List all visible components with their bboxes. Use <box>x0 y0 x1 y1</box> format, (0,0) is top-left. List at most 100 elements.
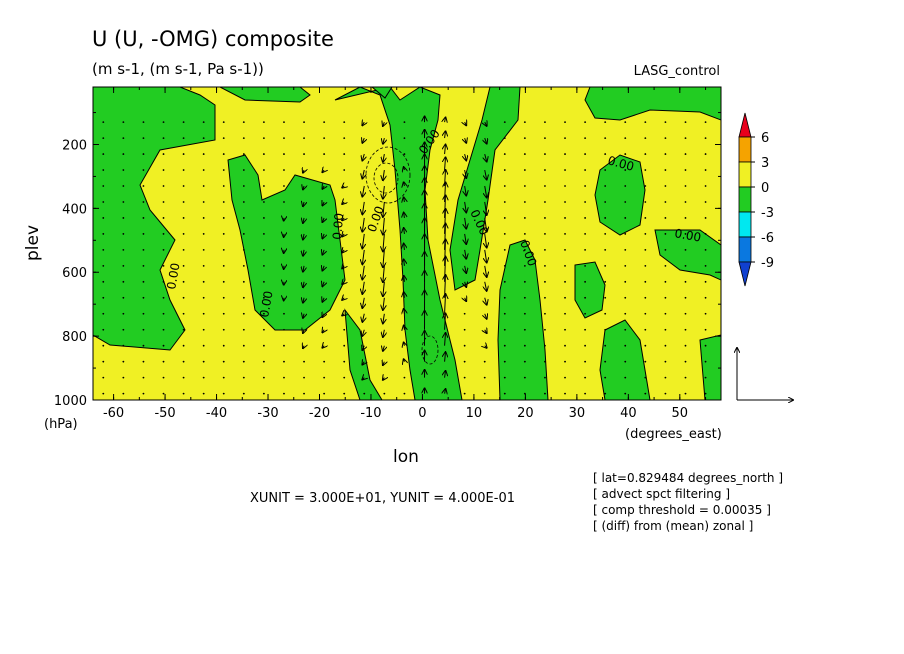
vector-dot <box>202 296 205 299</box>
vector-dot <box>102 217 105 219</box>
wind-vector <box>383 233 384 251</box>
vector-dot <box>584 392 587 395</box>
vector-dot <box>684 153 687 155</box>
vector-dot <box>303 392 305 395</box>
vector-dot <box>242 233 245 235</box>
vector-dot <box>604 280 607 283</box>
vector-dot <box>102 121 105 124</box>
vector-dot <box>283 153 285 155</box>
vector-dot <box>323 360 326 363</box>
vector-dot <box>624 201 627 203</box>
neg-region-30e-lower <box>574 261 606 319</box>
wind-vector <box>404 213 405 218</box>
x-tick-label: 10 <box>466 406 483 421</box>
wind-vector <box>342 314 344 316</box>
neg-region-east-edge <box>654 229 721 281</box>
colorbar-label: 0 <box>761 181 769 196</box>
vector-dot <box>142 344 145 347</box>
vector-dot <box>644 201 647 203</box>
vector-dot <box>624 169 627 171</box>
vector-dot <box>202 344 205 347</box>
vector-dot <box>122 169 125 171</box>
vector-dot <box>584 217 587 219</box>
vector-dot <box>202 121 205 124</box>
vector-dot <box>644 312 647 315</box>
vector-dot <box>544 217 546 219</box>
vector-dot <box>142 328 145 331</box>
vector-dot <box>122 153 125 155</box>
vector-dot <box>182 328 185 331</box>
x-tick-label: -50 <box>154 406 175 421</box>
vector-dot <box>523 264 526 267</box>
vector-dot <box>664 169 667 171</box>
vector-dot <box>222 169 225 171</box>
vector-dot <box>584 280 587 283</box>
vector-dot <box>262 392 265 395</box>
wind-vector <box>362 281 364 294</box>
vector-dot <box>182 217 185 219</box>
vector-dot <box>503 169 506 171</box>
vector-dot <box>624 153 627 155</box>
vector-dot <box>242 137 245 140</box>
vector-dot <box>503 296 506 299</box>
vector-dot <box>664 217 667 219</box>
wind-vector <box>383 137 384 144</box>
wind-vector <box>485 281 487 291</box>
vector-dot <box>684 185 687 187</box>
vector-dot <box>523 169 526 171</box>
vector-dot <box>202 153 205 155</box>
vector-dot <box>122 392 125 395</box>
vector-dot <box>182 344 185 347</box>
vector-dot <box>584 328 587 331</box>
vector-dot <box>584 376 587 379</box>
vector-dot <box>283 169 285 171</box>
wind-vector <box>485 330 487 333</box>
vector-dot <box>564 169 566 171</box>
vector-dot <box>182 312 185 315</box>
vector-dot <box>343 328 346 331</box>
vector-dot <box>544 344 546 347</box>
vector-dot <box>644 344 647 347</box>
vector-dot <box>122 233 125 235</box>
vector-dot <box>664 137 667 140</box>
vector-dot <box>604 376 607 379</box>
wind-vector <box>383 153 384 162</box>
colorbar-label: 6 <box>761 131 769 146</box>
plot-area: 0.00 0.00 0.00 0.00 0.00 0.00 0.00 0.00 … <box>93 87 721 400</box>
vector-dot <box>463 360 466 363</box>
x-tick-label: -10 <box>360 406 381 421</box>
vector-dot <box>182 392 185 395</box>
vector-dot <box>343 169 346 171</box>
chart-title: U (U, -OMG) composite <box>92 27 334 51</box>
vector-dot <box>222 201 225 203</box>
negative-regions <box>93 87 721 400</box>
wind-vector <box>362 201 364 214</box>
vector-dot <box>242 121 245 124</box>
vector-dot <box>584 233 587 235</box>
vector-dot <box>303 360 305 363</box>
vector-dot <box>624 248 627 251</box>
x-tick-label: 50 <box>672 406 689 421</box>
vector-dot <box>142 137 145 140</box>
vector-dot <box>242 217 245 219</box>
vector-dot <box>202 217 205 219</box>
x-tick-label: 0 <box>418 406 426 421</box>
note-4: [ (diff) from (mean) zonal ] <box>593 519 753 533</box>
vector-dot <box>242 169 245 171</box>
vector-dot <box>544 121 546 124</box>
vector-dot <box>283 376 285 379</box>
vector-dot <box>684 169 687 171</box>
vector-dot <box>624 344 627 347</box>
wind-vector <box>362 169 364 178</box>
wind-vector <box>322 298 324 302</box>
vector-dot <box>604 217 607 219</box>
vector-dot <box>262 169 265 171</box>
vector-dot <box>564 264 566 267</box>
vector-dot <box>262 360 265 363</box>
contour-label: 0.00 <box>673 226 702 244</box>
colorbar-max-arrow <box>738 112 752 138</box>
wind-vector <box>303 265 304 272</box>
vector-dot <box>102 169 105 171</box>
vector-dot <box>644 328 647 331</box>
wind-vector <box>445 333 446 346</box>
